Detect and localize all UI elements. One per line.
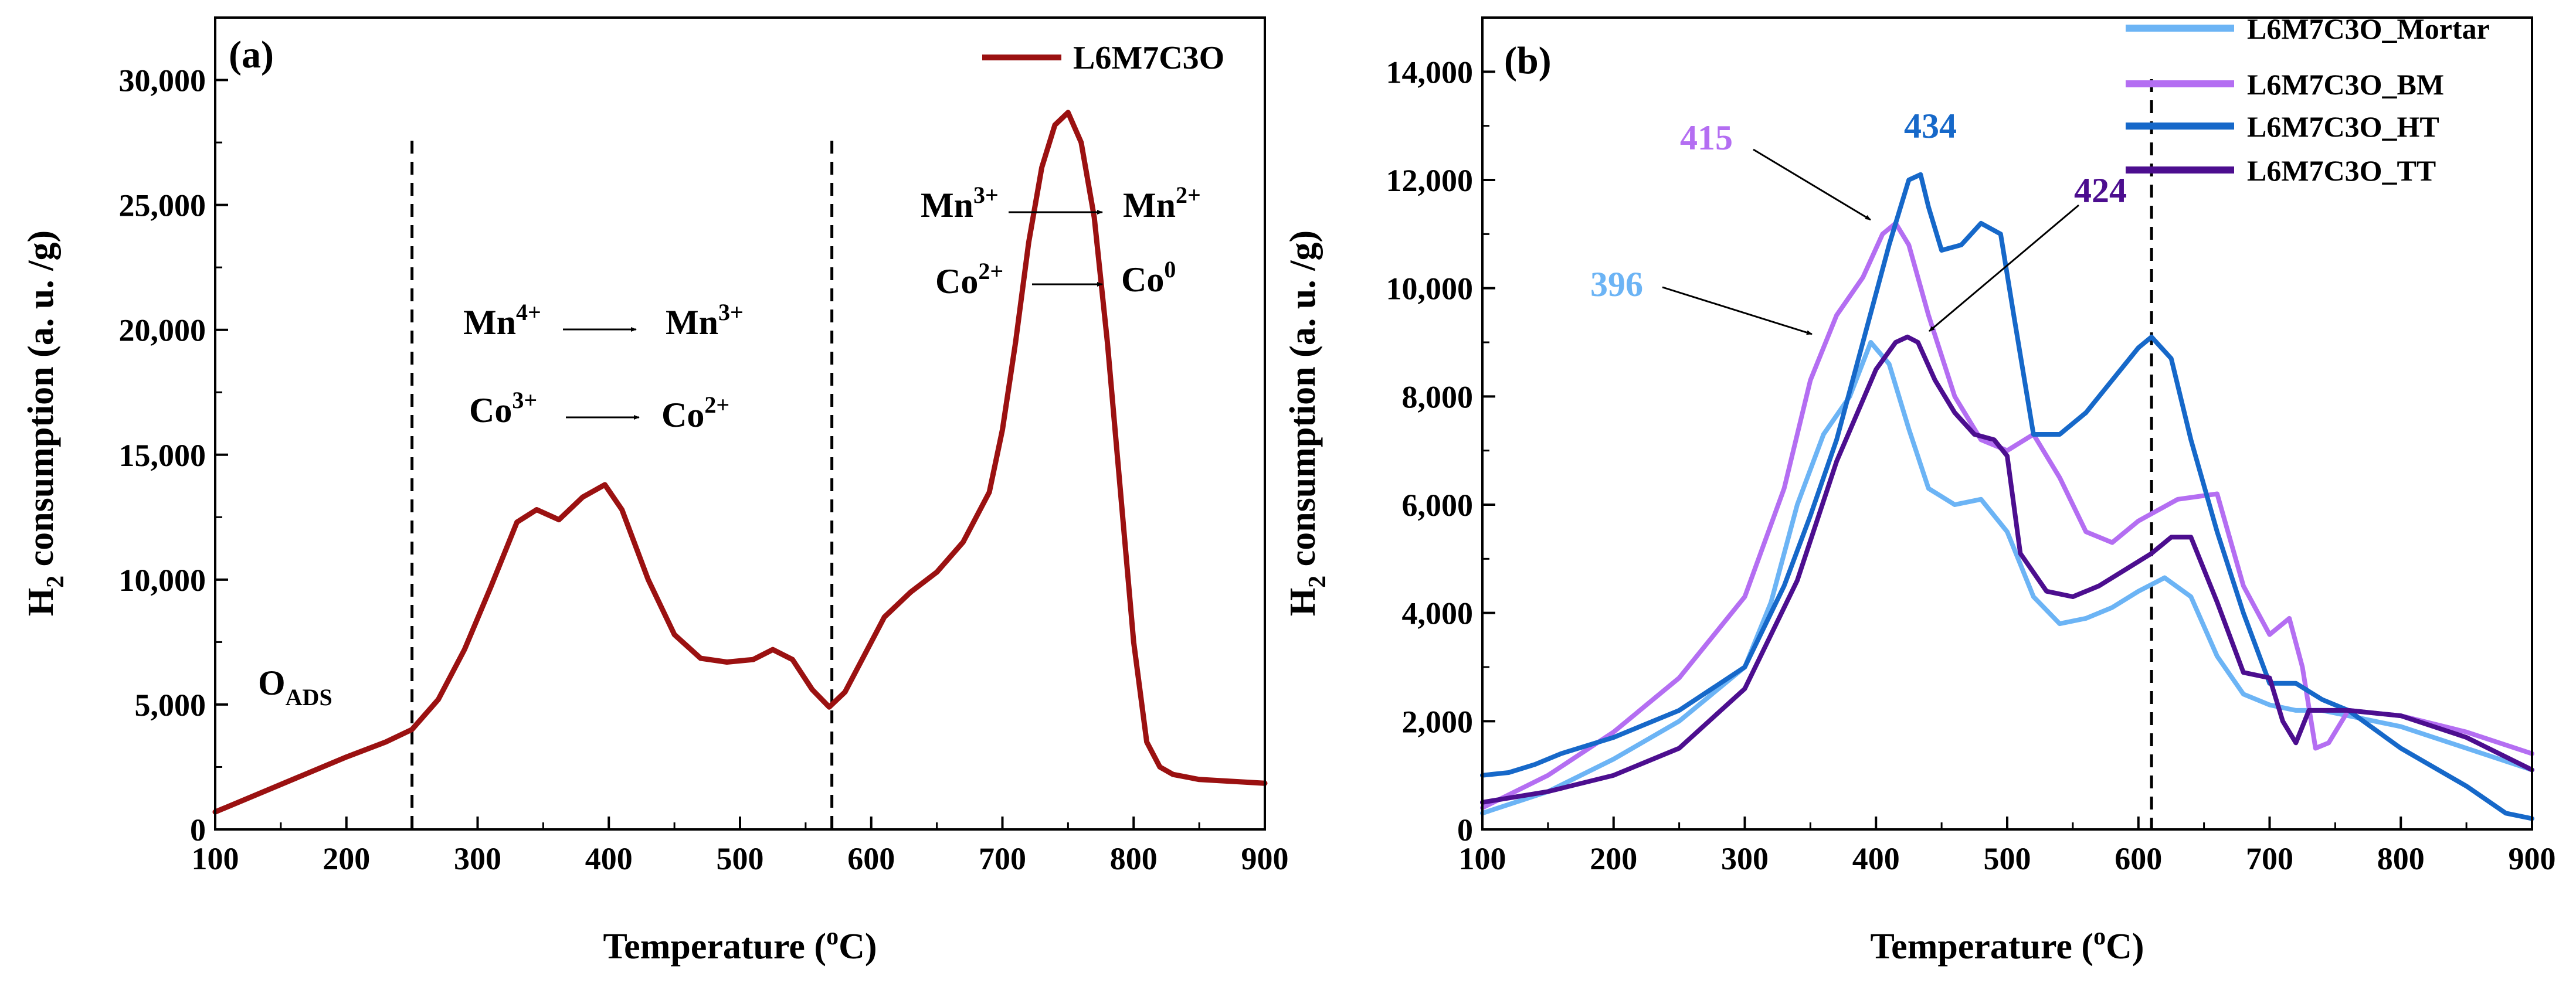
peak-label-415: 415 (1680, 118, 1733, 157)
legend-label-l6m7c3o: L6M7C3O (1073, 40, 1224, 76)
x-tick-label-a-900: 900 (1241, 841, 1289, 876)
y-axis-title-a: H2 consumption (a. u. /g) (21, 230, 69, 616)
annotation-co3-co2: Co3+ (469, 387, 537, 430)
series-line-l6m7c3o-mortar (1480, 340, 2534, 816)
legend-b: L6M7C3O_Mortar L6M7C3O_BM L6M7C3O_HT L6M… (2126, 12, 2490, 187)
peak-label-396: 396 (1590, 265, 1643, 304)
y-tick-label-b-12000: 12,000 (1386, 163, 1474, 198)
x-tick-label-b-300: 300 (1721, 841, 1769, 876)
chart-panel-b: 100 200 300 400 500 600 700 800 900 0 2,000 4,000 6,… (1283, 12, 2556, 967)
y-tick-label-b-8000: 8,000 (1402, 379, 1474, 414)
annotation-o-ads: OADS (258, 664, 332, 710)
y-tick-label-b-4000: 4,000 (1402, 596, 1474, 631)
peak-label-434: 434 (1904, 107, 1957, 145)
x-tick-label-a-500: 500 (717, 841, 764, 876)
series-line-l6m7c3o-tt (1480, 334, 2534, 805)
legend-label-mortar: L6M7C3O_Mortar (2247, 12, 2490, 45)
y-tick-label-a-25000: 25,000 (119, 188, 206, 223)
x-tick-label-a-200: 200 (323, 841, 370, 876)
y-tick-label-a-15000: 15,000 (119, 438, 206, 473)
chart-panel-a: 100 200 300 400 500 600 700 800 900 0 5,000 10,000 1… (21, 16, 1289, 967)
panel-label-a: (a) (229, 33, 274, 76)
legend-label-tt: L6M7C3O_TT (2247, 154, 2436, 187)
y-axis-title-b: H2 consumption (a. u. /g) (1283, 230, 1331, 616)
legend-label-ht: L6M7C3O_HT (2247, 110, 2439, 143)
annotation-mn2-target: Mn2+ (1123, 182, 1201, 225)
x-tick-label-a-700: 700 (979, 841, 1026, 876)
legend-a: L6M7C3O (982, 40, 1224, 76)
y-tick-label-a-20000: 20,000 (119, 313, 206, 348)
x-tick-label-b-400: 400 (1852, 841, 1900, 876)
y-tick-label-a-5000: 5,000 (135, 688, 206, 723)
x-axis-title-b: Temperature (oC) (1871, 923, 2144, 967)
x-tick-label-b-500: 500 (1984, 841, 2031, 876)
annotation-mn4-mn3: Mn4+ (463, 299, 541, 342)
peak-arrow-424 (1929, 204, 2079, 332)
peak-label-424: 424 (2074, 171, 2127, 210)
peak-arrow-415 (1753, 148, 1871, 221)
y-tick-label-b-10000: 10,000 (1386, 271, 1474, 307)
panel-label-b: (b) (1504, 39, 1552, 82)
y-tick-label-b-6000: 6,000 (1402, 488, 1474, 523)
peak-annotations-b: 396 415 434 424 (1590, 107, 2127, 335)
y-tick-label-a-30000: 30,000 (119, 63, 206, 98)
annotations-a: Mn4+ Mn3+ Co3+ Co2+ Mn3+ Mn2+ Co2+ (258, 182, 1201, 710)
x-tick-label-b-200: 200 (1590, 841, 1637, 876)
series-line-l6m7c3o-ht (1480, 172, 2534, 821)
x-tick-label-b-600: 600 (2115, 841, 2162, 876)
x-tick-label-b-700: 700 (2246, 841, 2293, 876)
annotation-co0-target: Co0 (1121, 256, 1176, 299)
y-tick-label-a-0: 0 (190, 812, 206, 848)
series-line-l6m7c3o (212, 110, 1268, 815)
x-axis-title-a: Temperature (oC) (603, 923, 877, 967)
peak-arrow-396 (1662, 286, 1813, 335)
legend-label-bm: L6M7C3O_BM (2247, 68, 2444, 101)
x-tick-label-b-900: 900 (2509, 841, 2556, 876)
annotation-co2-target: Co2+ (661, 392, 729, 434)
annotation-co2-co0: Co2+ (935, 258, 1003, 301)
x-tick-label-b-800: 800 (2377, 841, 2425, 876)
y-tick-label-b-2000: 2,000 (1402, 704, 1474, 739)
x-tick-label-a-800: 800 (1110, 841, 1158, 876)
annotation-mn3-target: Mn3+ (666, 299, 744, 342)
plot-frame-b (1481, 16, 2533, 831)
x-tick-label-a-400: 400 (585, 841, 633, 876)
y-tick-label-b-0: 0 (1457, 812, 1473, 848)
x-tick-label-a-100: 100 (192, 841, 239, 876)
annotation-mn3-mn2: Mn3+ (921, 182, 999, 225)
y-tick-label-a-10000: 10,000 (119, 563, 206, 598)
x-tick-label-a-300: 300 (454, 841, 501, 876)
y-tick-label-b-14000: 14,000 (1386, 55, 1474, 90)
plot-frame-a (214, 16, 1266, 831)
x-tick-label-b-100: 100 (1459, 841, 1506, 876)
x-tick-label-a-600: 600 (847, 841, 895, 876)
